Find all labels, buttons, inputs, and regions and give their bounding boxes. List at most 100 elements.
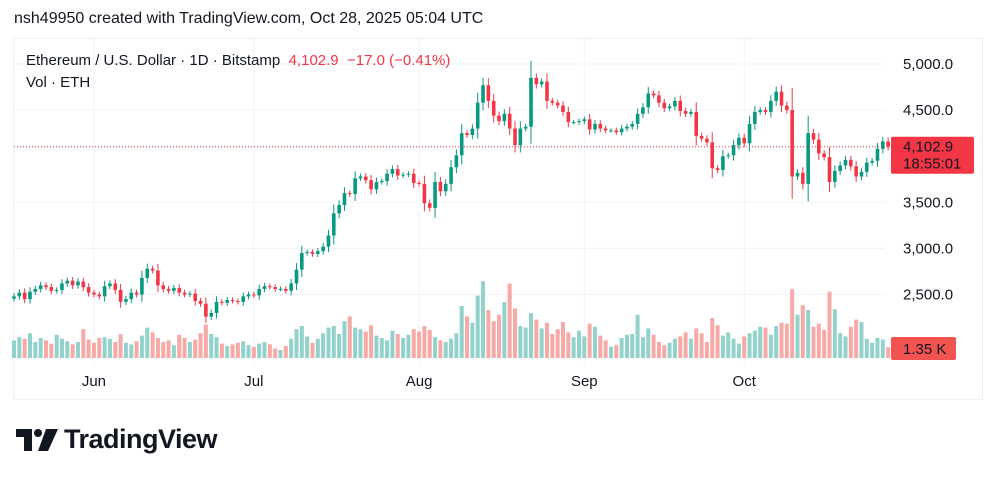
candle-body bbox=[465, 133, 469, 135]
candle-body bbox=[705, 138, 709, 143]
candle-body bbox=[646, 93, 651, 108]
candle-body bbox=[156, 270, 160, 286]
candle-body bbox=[598, 123, 603, 129]
candle-body bbox=[209, 312, 214, 317]
volume-bar bbox=[171, 345, 176, 358]
volume-bar bbox=[529, 313, 534, 358]
volume-bar bbox=[598, 335, 603, 358]
candle-body bbox=[491, 100, 496, 116]
volume-bar bbox=[768, 334, 773, 358]
volume-bar bbox=[225, 346, 230, 358]
chart-credit: nsh49950 created with TradingView.com, O… bbox=[14, 10, 484, 27]
candle-body bbox=[70, 280, 75, 286]
volume-bar bbox=[198, 333, 203, 358]
candle-body bbox=[188, 293, 192, 295]
symbol-title[interactable]: Ethereum / U.S. Dollar · 1D · Bitstamp bbox=[26, 52, 281, 69]
volume-bar bbox=[752, 330, 757, 358]
volume-bar bbox=[118, 334, 123, 358]
volume-bar bbox=[880, 339, 885, 358]
volume-bar bbox=[43, 340, 48, 358]
volume-bar bbox=[774, 326, 779, 358]
candle-body bbox=[555, 102, 560, 106]
candle-body bbox=[561, 105, 565, 112]
candle-body bbox=[257, 288, 261, 296]
candle-body bbox=[310, 252, 315, 254]
volume-bar bbox=[379, 338, 384, 358]
volume-bar bbox=[262, 342, 267, 358]
volume-bar bbox=[155, 338, 160, 358]
volume-bar bbox=[315, 338, 320, 358]
volume-bar bbox=[123, 342, 128, 358]
candle-body bbox=[806, 133, 810, 184]
candle-body bbox=[641, 107, 645, 114]
volume-bar bbox=[427, 330, 432, 358]
volume-bar bbox=[102, 337, 107, 358]
volume-bar bbox=[454, 333, 459, 358]
volume-bar bbox=[310, 342, 315, 358]
volume-bar bbox=[273, 348, 278, 358]
volume-bar bbox=[161, 342, 166, 358]
candle-body bbox=[411, 173, 416, 183]
volume-legend: Vol · ETH bbox=[26, 74, 91, 91]
candle-body bbox=[353, 178, 357, 195]
volume-bar bbox=[790, 289, 795, 358]
volume-bar bbox=[33, 342, 38, 358]
candle-body bbox=[161, 285, 166, 289]
candle-body bbox=[225, 300, 229, 303]
candle-body bbox=[747, 123, 752, 144]
volume-bar bbox=[38, 338, 43, 358]
volume-bar bbox=[257, 343, 262, 358]
x-tick-label: Jul bbox=[244, 373, 263, 390]
candle-body bbox=[518, 128, 523, 146]
candle-body bbox=[758, 110, 762, 112]
volume-bar bbox=[65, 341, 70, 358]
volume-bar bbox=[502, 302, 507, 358]
volume-bar bbox=[193, 339, 198, 358]
candle-body bbox=[843, 159, 848, 166]
candle-body bbox=[534, 77, 539, 85]
candle-body bbox=[38, 285, 43, 289]
volume-bar bbox=[843, 336, 848, 358]
candle-body bbox=[129, 292, 134, 300]
volume-bar bbox=[331, 326, 336, 358]
volume-bar bbox=[17, 337, 22, 358]
candle-body bbox=[54, 289, 59, 291]
candle-body bbox=[76, 281, 80, 286]
chart-frame[interactable] bbox=[13, 38, 983, 400]
candle-body bbox=[443, 183, 448, 192]
candle-body bbox=[880, 141, 885, 149]
candle-body bbox=[550, 100, 555, 103]
candle-body bbox=[625, 126, 629, 129]
volume-bar bbox=[875, 338, 880, 358]
candle-body bbox=[651, 93, 656, 96]
candle-body bbox=[332, 213, 336, 236]
volume-bar bbox=[497, 314, 502, 358]
volume-bar bbox=[246, 345, 251, 358]
volume-bar bbox=[758, 326, 763, 358]
candle-body bbox=[502, 113, 507, 122]
volume-bar bbox=[166, 340, 171, 358]
candle-body bbox=[97, 294, 102, 297]
volume-bar bbox=[816, 323, 821, 358]
candle-body bbox=[454, 155, 459, 168]
volume-bar bbox=[513, 308, 518, 358]
candle-body bbox=[214, 301, 219, 313]
candle-body bbox=[395, 169, 400, 176]
volume-bar bbox=[827, 291, 832, 358]
candle-body bbox=[108, 283, 112, 287]
volume-bar bbox=[353, 327, 358, 358]
price-badge-countdown: 18:55:01 bbox=[903, 156, 961, 173]
candle-body bbox=[619, 128, 624, 133]
volume-bar bbox=[129, 344, 134, 358]
candle-body bbox=[321, 246, 325, 252]
tradingview-logo[interactable]: TradingView bbox=[16, 424, 218, 455]
volume-bar bbox=[806, 310, 811, 358]
volume-bar bbox=[321, 333, 326, 358]
candle-body bbox=[822, 153, 826, 158]
candle-body bbox=[769, 100, 773, 112]
volume-bar bbox=[363, 331, 368, 358]
volume-bar bbox=[662, 345, 667, 358]
last-price: 4,102.9 bbox=[288, 52, 339, 69]
volume-bar bbox=[70, 344, 75, 358]
